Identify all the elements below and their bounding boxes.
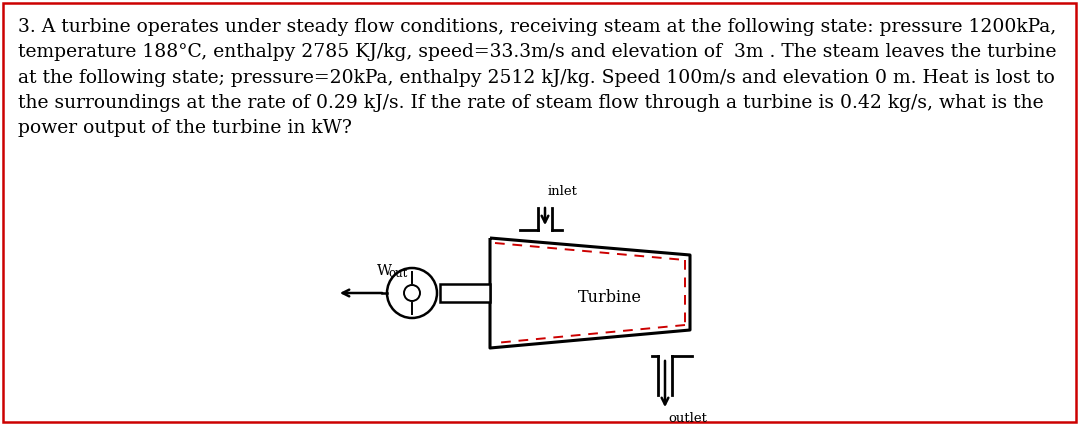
Text: W: W: [377, 264, 392, 278]
Text: 3. A turbine operates under steady flow conditions, receiving steam at the follo: 3. A turbine operates under steady flow …: [18, 18, 1056, 137]
Text: outlet: outlet: [668, 412, 707, 425]
Text: Turbine: Turbine: [578, 289, 642, 306]
Text: inlet: inlet: [548, 185, 578, 198]
Text: out: out: [388, 267, 407, 280]
Bar: [440, 284, 490, 302]
